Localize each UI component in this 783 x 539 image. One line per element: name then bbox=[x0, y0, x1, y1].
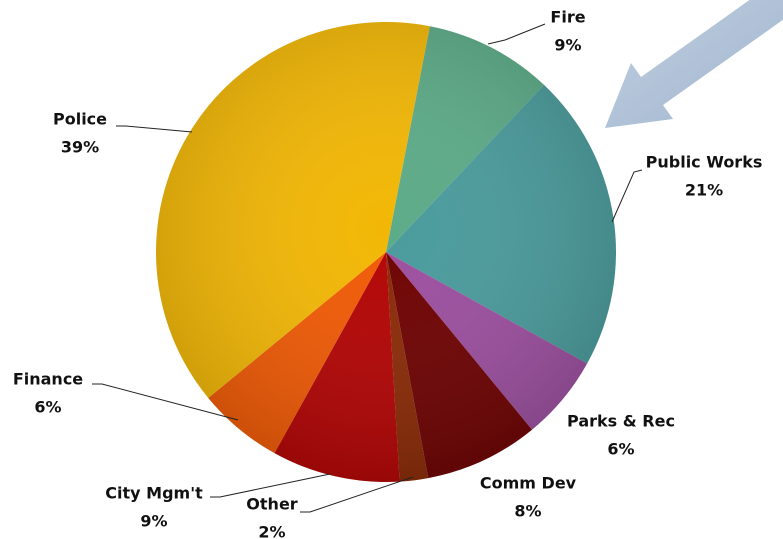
category-label: Finance bbox=[13, 370, 83, 389]
value-label: 6% bbox=[607, 440, 634, 459]
category-label: City Mgm't bbox=[105, 484, 203, 503]
category-label: Police bbox=[53, 110, 107, 129]
leader-line bbox=[300, 476, 414, 513]
pie bbox=[156, 22, 616, 482]
value-label: 8% bbox=[514, 502, 541, 521]
value-label: 39% bbox=[61, 138, 99, 157]
leader-line bbox=[611, 169, 643, 223]
leader-line bbox=[210, 473, 331, 498]
category-label: Comm Dev bbox=[480, 474, 577, 493]
value-label: 9% bbox=[554, 36, 581, 55]
leader-line bbox=[116, 125, 193, 133]
value-label: 21% bbox=[685, 181, 723, 200]
category-label: Fire bbox=[550, 8, 585, 27]
category-label: Other bbox=[246, 495, 297, 514]
value-label: 2% bbox=[258, 523, 285, 539]
value-label: 6% bbox=[34, 398, 61, 417]
leader-line bbox=[92, 383, 239, 421]
arrow bbox=[605, 0, 783, 128]
leader-line bbox=[487, 23, 546, 45]
value-label: 9% bbox=[140, 512, 167, 531]
category-label: Parks & Rec bbox=[567, 412, 675, 431]
labels: Fire 9% Public Works 21% Parks & Rec 6% Comm D… bbox=[13, 8, 763, 539]
category-label: Public Works bbox=[646, 153, 763, 172]
